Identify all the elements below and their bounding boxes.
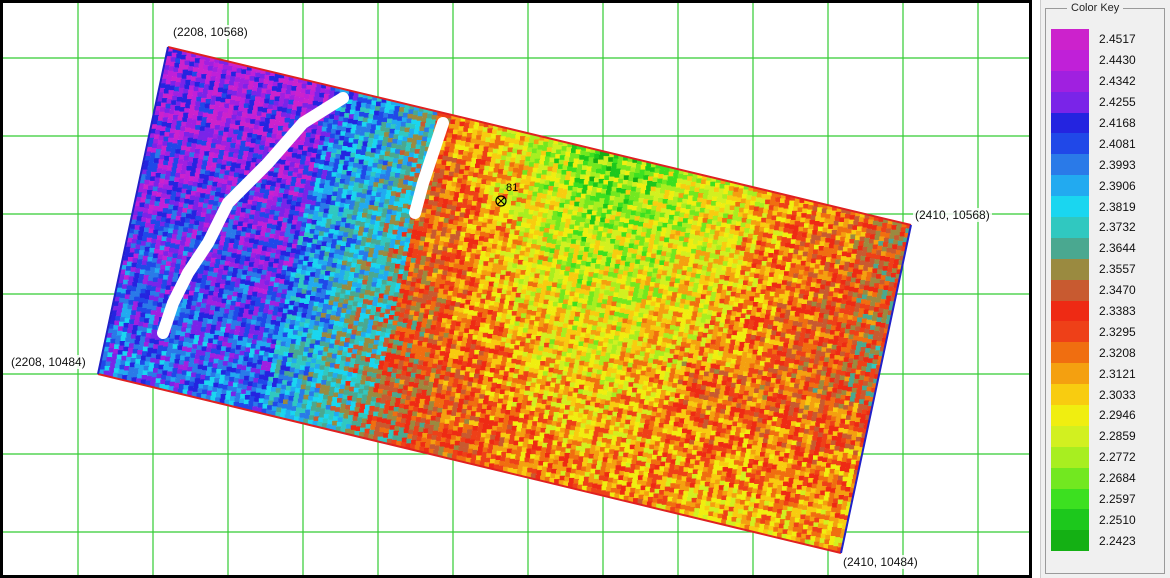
color-key-row: 2.3295 (1051, 321, 1161, 343)
color-key-value: 2.2597 (1099, 492, 1136, 507)
coord-label-nw: (2208, 10568) (171, 25, 250, 39)
color-swatch (1051, 196, 1089, 218)
color-swatch (1051, 425, 1089, 447)
color-key-value: 2.2946 (1099, 408, 1136, 423)
color-key-row: 2.2510 (1051, 509, 1161, 531)
color-key-value: 2.3732 (1099, 220, 1136, 235)
color-swatch (1051, 279, 1089, 301)
color-key-row: 2.2859 (1051, 425, 1161, 447)
color-key-row: 2.3208 (1051, 342, 1161, 364)
color-key-value: 2.4517 (1099, 32, 1136, 47)
color-swatch (1051, 363, 1089, 385)
map-canvas[interactable]: 81 (2208, 10568) (2410, 10568) (2208, 10… (0, 0, 1032, 578)
color-swatch (1051, 49, 1089, 71)
color-swatch (1051, 237, 1089, 259)
boundary-bottom (97, 373, 842, 554)
color-key-value: 2.2510 (1099, 512, 1136, 527)
color-swatch (1051, 446, 1089, 468)
color-key-row: 2.4430 (1051, 49, 1161, 71)
color-key-value: 2.2859 (1099, 429, 1136, 444)
color-swatch (1051, 112, 1089, 134)
color-swatch (1051, 217, 1089, 238)
color-key-value: 2.3470 (1099, 283, 1136, 298)
marker-circle-icon[interactable] (495, 195, 507, 207)
boundary-left (97, 46, 169, 375)
color-key-value: 2.3295 (1099, 324, 1136, 339)
survey-boundary (97, 46, 912, 554)
color-swatch (1051, 488, 1089, 510)
data-gap (409, 117, 449, 219)
color-key-row: 2.3644 (1051, 237, 1161, 259)
color-key-value: 2.3819 (1099, 199, 1136, 214)
color-key-row: 2.2597 (1051, 488, 1161, 510)
color-swatch (1051, 467, 1089, 489)
color-key-value: 2.3121 (1099, 366, 1136, 381)
color-key-row: 2.3557 (1051, 258, 1161, 280)
color-swatch (1051, 300, 1089, 322)
color-key-panel: 2.4517 2.4430 2.4342 2.4255 2.4168 2.4081 2.39… (1040, 0, 1170, 578)
color-key-value: 2.3906 (1099, 178, 1136, 193)
color-swatch (1051, 175, 1089, 197)
color-key-value: 2.4081 (1099, 136, 1136, 151)
color-key-row: 2.2684 (1051, 467, 1161, 489)
color-key-value: 2.3644 (1099, 241, 1136, 256)
color-key-value: 2.4168 (1099, 116, 1136, 130)
marker-label: 81 (506, 182, 518, 194)
color-swatch (1051, 384, 1089, 406)
color-key-list: 2.4517 2.4430 2.4342 2.4255 2.4168 2.4081 2.39… (1051, 29, 1161, 552)
color-swatch (1051, 509, 1089, 531)
color-key-value: 2.3383 (1099, 304, 1136, 319)
data-gap (157, 92, 349, 339)
map-plot[interactable]: 81 (3, 3, 1029, 575)
color-key-value: 2.2423 (1099, 533, 1136, 548)
boundary-top (167, 46, 912, 226)
boundary-right (840, 224, 912, 554)
color-key-row: 2.3993 (1051, 154, 1161, 176)
color-swatch (1051, 154, 1089, 176)
color-key-value: 2.3033 (1099, 387, 1136, 402)
color-key-frame: 2.4517 2.4430 2.4342 2.4255 2.4168 2.4081 2.39… (1045, 8, 1165, 574)
color-swatch (1051, 133, 1089, 155)
color-swatch (1051, 258, 1089, 280)
coord-label-ne: (2410, 10568) (913, 208, 992, 222)
color-key-value: 2.4255 (1099, 95, 1136, 110)
color-key-row: 2.2423 (1051, 530, 1161, 552)
color-key-value: 2.4342 (1099, 74, 1136, 89)
color-key-value: 2.3208 (1099, 345, 1136, 360)
color-key-row: 2.4517 (1051, 29, 1161, 50)
color-key-row: 2.2772 (1051, 446, 1161, 468)
color-key-value: 2.2772 (1099, 450, 1136, 465)
color-key-row: 2.4081 (1051, 133, 1161, 155)
color-key-value: 2.2684 (1099, 471, 1136, 486)
coord-label-se: (2410, 10484) (841, 555, 920, 569)
color-swatch (1051, 91, 1089, 113)
color-swatch (1051, 321, 1089, 343)
color-swatch (1051, 342, 1089, 364)
color-key-title: Color Key (1067, 2, 1124, 14)
color-swatch (1051, 70, 1089, 92)
color-key-row: 2.3906 (1051, 175, 1161, 197)
color-key-row: 2.3121 (1051, 363, 1161, 385)
color-swatch (1051, 405, 1089, 426)
color-key-row: 2.3732 (1051, 217, 1161, 238)
point-marker[interactable]: 81 (495, 182, 518, 207)
color-key-value: 2.3557 (1099, 262, 1136, 277)
color-key-row: 2.3033 (1051, 384, 1161, 406)
heatmap-cells (99, 47, 911, 553)
color-swatch (1051, 29, 1089, 50)
color-swatch (1051, 530, 1089, 552)
color-key-row: 2.4255 (1051, 91, 1161, 113)
color-key-value: 2.3993 (1099, 157, 1136, 172)
color-key-row: 2.4168 (1051, 112, 1161, 134)
marker-cross (496, 196, 506, 206)
color-key-row: 2.3819 (1051, 196, 1161, 218)
color-key-value: 2.4430 (1099, 53, 1136, 68)
coord-label-sw: (2208, 10484) (9, 355, 88, 369)
color-key-row: 2.4342 (1051, 70, 1161, 92)
color-key-row: 2.3383 (1051, 300, 1161, 322)
color-key-row: 2.2946 (1051, 405, 1161, 426)
color-key-row: 2.3470 (1051, 279, 1161, 301)
